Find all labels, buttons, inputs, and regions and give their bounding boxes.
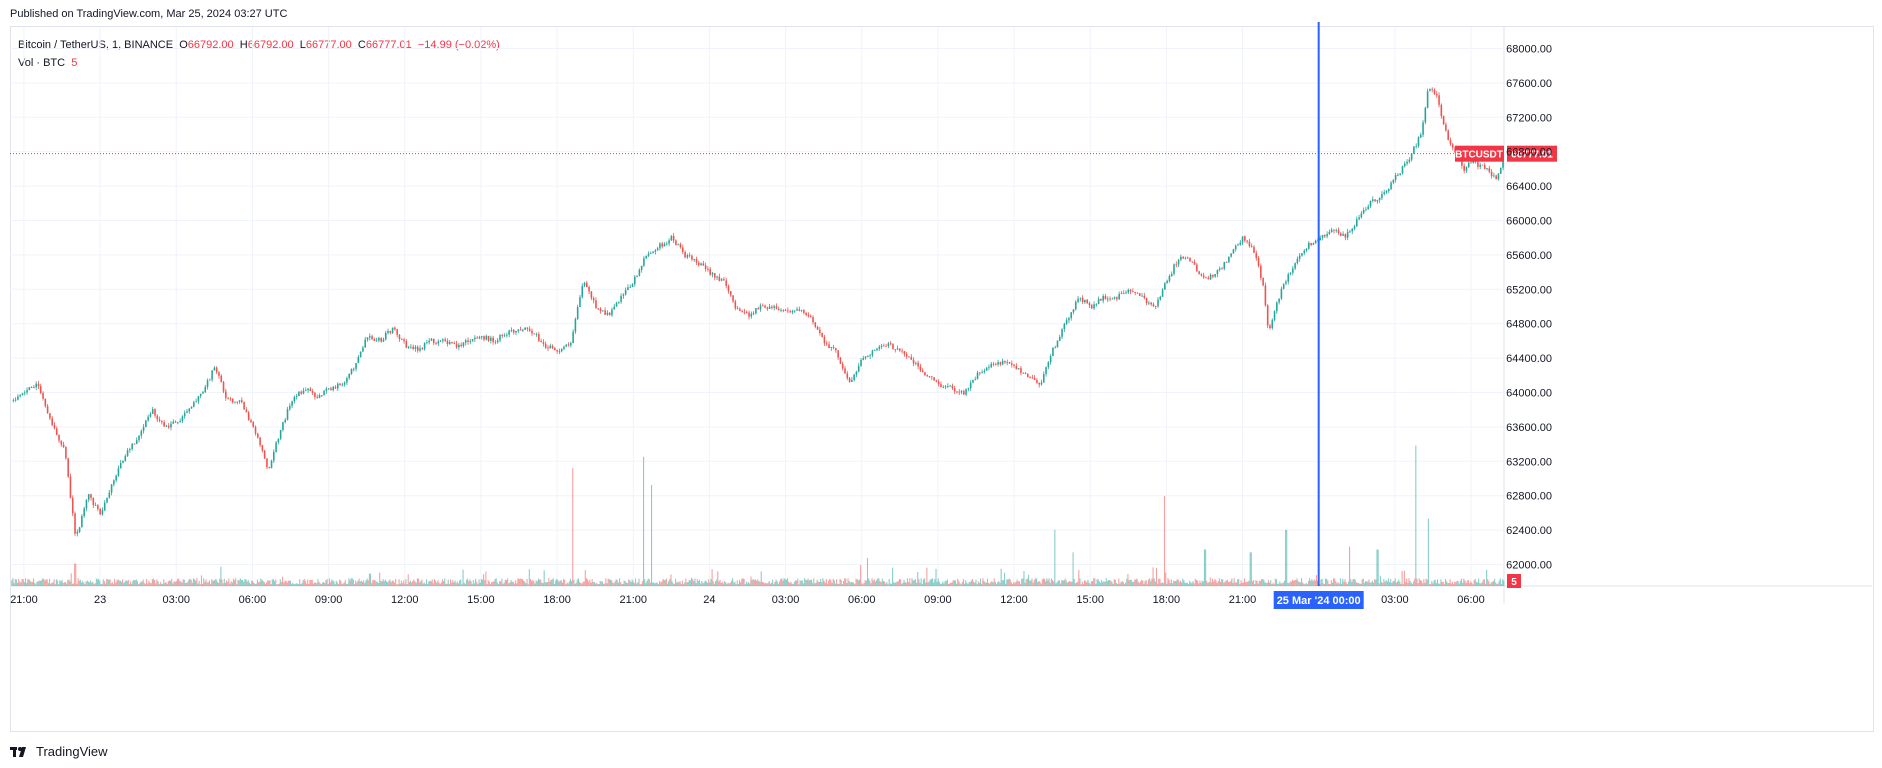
legend-close: 66777.01 (365, 39, 412, 51)
legend-change: −14.99 (−0.02%) (417, 39, 500, 51)
legend-volume-label: Vol · BTC (18, 57, 66, 69)
footer-brand-label: TradingView (36, 744, 108, 759)
legend-low: 66777.00 (305, 39, 352, 51)
published-caption: Published on TradingView.com, Mar 25, 20… (10, 8, 288, 20)
legend-volume-value: 5 (71, 57, 78, 69)
chart-frame[interactable] (10, 26, 1874, 732)
tradingview-logo-icon (10, 746, 26, 757)
legend-open: 66792.00 (187, 39, 234, 51)
legend-volume-row: Vol · BTC 5 (18, 54, 500, 72)
legend-symbol: Bitcoin / TetherUS, 1, BINANCE (18, 39, 174, 51)
legend-open-label: O (179, 39, 188, 51)
legend-ohlc-row: Bitcoin / TetherUS, 1, BINANCE O66792.00… (18, 36, 500, 54)
legend-high-label: H (239, 39, 248, 51)
legend-close-label: C (357, 39, 366, 51)
legend-low-label: L (299, 39, 306, 51)
footer-brand[interactable]: TradingView (10, 744, 108, 759)
legend-high: 66792.00 (247, 39, 294, 51)
chart-legend: Bitcoin / TetherUS, 1, BINANCE O66792.00… (18, 36, 500, 72)
